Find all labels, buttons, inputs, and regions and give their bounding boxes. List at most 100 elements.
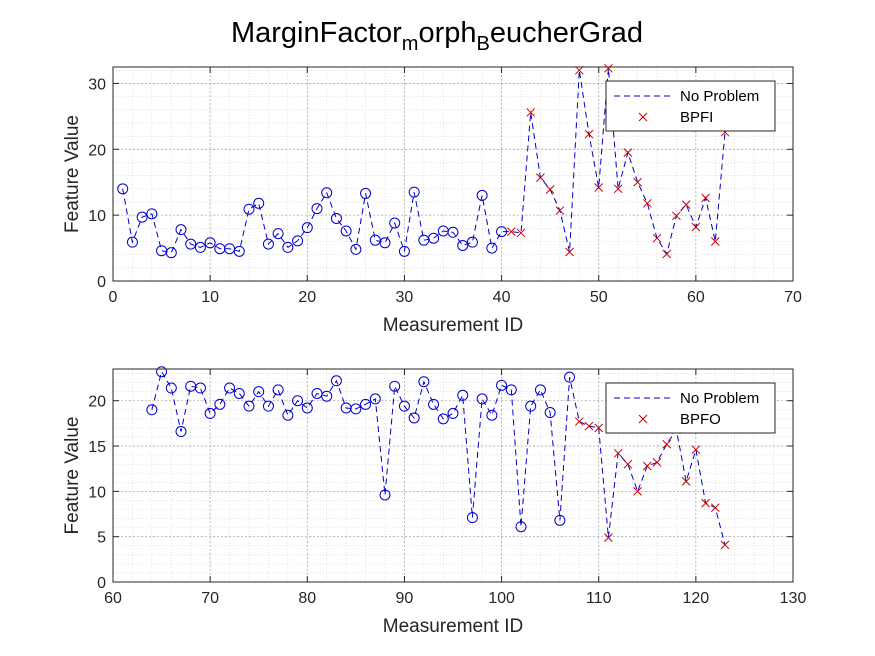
data-point-circle (175, 224, 187, 236)
data-point-x-stroke (652, 233, 662, 243)
data-point-circle (146, 208, 158, 220)
data-point-x (710, 503, 720, 513)
data-point-circle (194, 382, 206, 394)
data-point-circle (272, 384, 284, 396)
data-point-x-stroke (642, 198, 652, 208)
data-point-circle (165, 247, 177, 259)
y-tick-label: 0 (97, 575, 106, 592)
y-tick-label: 10 (88, 208, 106, 225)
data-point-x (594, 183, 604, 192)
x-tick-label: 40 (493, 289, 511, 306)
title-part-sub2: B (477, 33, 490, 55)
data-point-circle (466, 512, 478, 524)
data-point-x-stroke (672, 211, 681, 221)
title-part-mid: orph (418, 17, 476, 49)
data-point-circle (437, 413, 449, 425)
data-point-circle (301, 402, 313, 414)
data-point-circle (554, 514, 566, 526)
series-bpfi (506, 63, 730, 259)
data-point-circle (292, 395, 304, 407)
data-point-circle (204, 237, 216, 249)
data-point-circle (515, 521, 527, 533)
data-point-x-stroke (710, 503, 720, 513)
data-point-circle (117, 183, 129, 195)
data-point-x (545, 185, 555, 194)
legend: No Problem BPFI (605, 80, 776, 132)
data-point-x-stroke (623, 459, 633, 469)
data-point-x (594, 423, 604, 433)
data-point-x (584, 421, 594, 431)
data-point-x-stroke (691, 445, 701, 455)
legend-label-no-problem: No Problem (680, 88, 759, 105)
data-point-circle (398, 400, 410, 412)
data-point-circle (496, 226, 508, 238)
data-point-x (633, 487, 642, 496)
x-tick-label: 90 (396, 590, 414, 607)
data-point-x (662, 439, 672, 449)
data-point-x (681, 477, 691, 486)
data-point-circle (486, 409, 498, 421)
data-point-x-stroke (545, 185, 555, 194)
data-point-x-stroke (633, 487, 642, 496)
y-tick-label: 20 (88, 142, 106, 159)
bottom-subplot: 60 70 80 90 100 110 120 130 0 5 10 15 20 Measurement … (62, 366, 807, 637)
data-point-x (642, 198, 652, 208)
data-point-circle (156, 366, 168, 378)
data-point-x (633, 177, 642, 187)
data-point-circle (301, 222, 313, 234)
data-point-circle (369, 393, 381, 405)
data-point-circle (321, 187, 333, 199)
data-point-circle (262, 238, 274, 250)
x-tick-label: 80 (298, 590, 316, 607)
data-point-circle (476, 189, 488, 201)
data-point-circle (496, 379, 508, 391)
data-point-circle (447, 226, 459, 238)
data-point-x-stroke (584, 421, 594, 431)
data-point-x-stroke (642, 461, 652, 471)
data-point-x-stroke (633, 177, 642, 187)
title-part-sub1: m (402, 33, 419, 55)
data-point-circle (428, 398, 440, 410)
data-point-circle (379, 237, 391, 249)
data-point-x (613, 184, 623, 194)
data-point-circle (253, 197, 265, 209)
x-tick-label: 70 (784, 289, 802, 306)
data-point-x-stroke (701, 193, 710, 203)
data-point-circle (311, 203, 323, 215)
data-point-circle (321, 390, 333, 402)
y-tick-label: 30 (88, 76, 106, 93)
data-point-x (574, 417, 584, 426)
data-point-x-stroke (710, 237, 720, 246)
series-no-problem (117, 183, 508, 259)
data-point-circle (185, 238, 197, 250)
data-point-x (720, 540, 730, 550)
data-point-circle (146, 404, 158, 416)
x-tick-label: 120 (683, 590, 710, 607)
x-tick-label: 0 (109, 289, 118, 306)
data-point-circle (534, 384, 546, 396)
y-tick-label: 0 (97, 274, 106, 291)
x-tick-label: 110 (586, 590, 612, 607)
title-part-end: eucherGrad (490, 17, 643, 49)
data-point-x (701, 193, 710, 203)
data-point-circle (272, 228, 284, 240)
data-point-circle (360, 398, 372, 410)
data-point-circle (262, 400, 274, 412)
x-tick-label: 130 (780, 590, 807, 607)
top-subplot: 0 10 20 30 40 50 60 70 0 10 20 30 Measurement ID Feat… (62, 63, 802, 336)
data-point-x-stroke (536, 173, 545, 182)
data-point-circle (360, 187, 372, 199)
axes-box (112, 368, 794, 583)
data-point-circle (126, 236, 138, 248)
data-point-circle (282, 409, 294, 421)
y-axis-label: Feature Value (62, 417, 83, 535)
data-point-circle (457, 389, 469, 401)
data-point-x (565, 247, 574, 257)
series-line-no-problem (122, 68, 726, 256)
data-point-circle (564, 371, 576, 383)
data-point-x-stroke (584, 129, 594, 139)
data-point-circle (330, 375, 342, 387)
data-point-x (701, 498, 710, 508)
data-point-x (623, 148, 633, 157)
